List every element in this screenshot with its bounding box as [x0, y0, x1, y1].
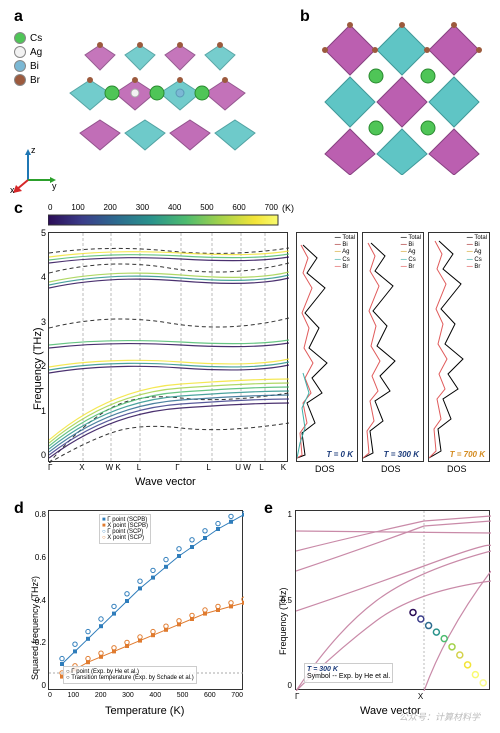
- c-y4: 4: [36, 272, 46, 282]
- cbar-3: 300: [136, 203, 149, 212]
- panel-a-crystal: [60, 15, 270, 170]
- dos-leg-cs: — Cs: [335, 257, 355, 264]
- panel-b-crystal: [320, 15, 485, 175]
- legend-bi: Bi: [14, 60, 42, 72]
- octahedra-grid: [70, 42, 255, 150]
- legend-cs: Cs: [14, 32, 42, 44]
- hsp-5: L: [206, 463, 210, 472]
- y-axis-label: y: [52, 181, 57, 191]
- cbar-5: 500: [200, 203, 213, 212]
- hsp-3: L: [137, 463, 141, 472]
- panel-e-plot: T = 300 K Symbol -- Exp. by He et al.: [295, 510, 490, 690]
- hsp-8: K: [281, 463, 286, 472]
- dos-300k: — Total — Bi — Ag — Cs — Br T = 300 K: [362, 232, 424, 462]
- c-y1: 1: [36, 406, 46, 416]
- legend-br-label: Br: [30, 75, 40, 86]
- d-leg-3: ○ X point (SCP): [102, 535, 148, 541]
- cbar-1: 100: [71, 203, 84, 212]
- cbar-7: 700: [265, 203, 278, 212]
- hsp-2: W K: [106, 463, 121, 472]
- hsp-4: Γ: [175, 463, 179, 472]
- cbar-4: 400: [168, 203, 181, 212]
- legend-ag-label: Ag: [30, 47, 42, 58]
- e-temp-label: T = 300 K: [307, 666, 390, 673]
- z-axis-label: z: [31, 145, 36, 155]
- hsp-1: X: [79, 463, 84, 472]
- dos-xlabel-0: DOS: [315, 464, 335, 474]
- hsp-7: L: [259, 463, 263, 472]
- panel-d-plot: ■ Γ point (SCPB) ■ X point (SCPB) ○ Γ po…: [48, 510, 243, 690]
- panel-d-label: d: [14, 500, 24, 518]
- c-y0: 0: [36, 450, 46, 460]
- panel-c-label: c: [14, 200, 23, 218]
- e-exp-label: Symbol -- Exp. by He et al.: [307, 673, 390, 680]
- panel-a-label: a: [14, 8, 23, 26]
- phonon-dispersion: [48, 232, 288, 462]
- legend-cs-label: Cs: [30, 33, 42, 44]
- c-y2: 2: [36, 361, 46, 371]
- x-axis-label: x: [10, 185, 15, 195]
- cbar-unit: (K): [282, 203, 294, 213]
- e-hsp-0: Γ: [295, 692, 299, 701]
- dos-300k-label: T = 300 K: [384, 450, 419, 459]
- dos-0k-label: T = 0 K: [327, 450, 353, 459]
- cbar-2: 200: [104, 203, 117, 212]
- watermark: 公众号：计算材料学: [399, 710, 480, 723]
- legend-ag: Ag: [14, 46, 42, 58]
- legend-br: Br: [14, 74, 42, 86]
- dos-leg-total: — Total: [335, 235, 355, 242]
- dos-700k: — Total — Bi — Ag — Cs — Br T = 700 K: [428, 232, 490, 462]
- d-exp-1: ○ Transition temperature (Exp. by Schade…: [66, 675, 194, 681]
- colorbar: 0 100 200 300 400 500 600 700 (K): [48, 205, 288, 227]
- cbar-6: 600: [232, 203, 245, 212]
- dos-leg-ag: — Ag: [335, 249, 355, 256]
- panel-b-label: b: [300, 8, 310, 26]
- dos-700k-label: T = 700 K: [450, 450, 485, 459]
- octahedra-2d: [322, 22, 482, 175]
- legend-bi-label: Bi: [30, 61, 39, 72]
- panel-c-xlabel: Wave vector: [135, 476, 196, 488]
- dos-xlabel-1: DOS: [381, 464, 401, 474]
- hsp-0: Γ: [48, 463, 52, 472]
- panel-e-label: e: [264, 500, 273, 518]
- cbar-0: 0: [48, 203, 52, 212]
- dos-leg-bi: — Bi: [335, 242, 355, 249]
- atom-legend: Cs Ag Bi Br: [14, 30, 42, 88]
- dos-leg-br: — Br: [335, 264, 355, 271]
- dos-xlabel-2: DOS: [447, 464, 467, 474]
- panel-d-xlabel: Temperature (K): [105, 705, 184, 717]
- axes-3d: z y x: [10, 145, 60, 198]
- c-y3: 3: [36, 317, 46, 327]
- hsp-6: U W: [235, 463, 251, 472]
- c-y5: 5: [36, 228, 46, 238]
- e-hsp-1: X: [418, 692, 423, 701]
- dos-0k: — Total — Bi — Ag — Cs — Br T = 0 K: [296, 232, 358, 462]
